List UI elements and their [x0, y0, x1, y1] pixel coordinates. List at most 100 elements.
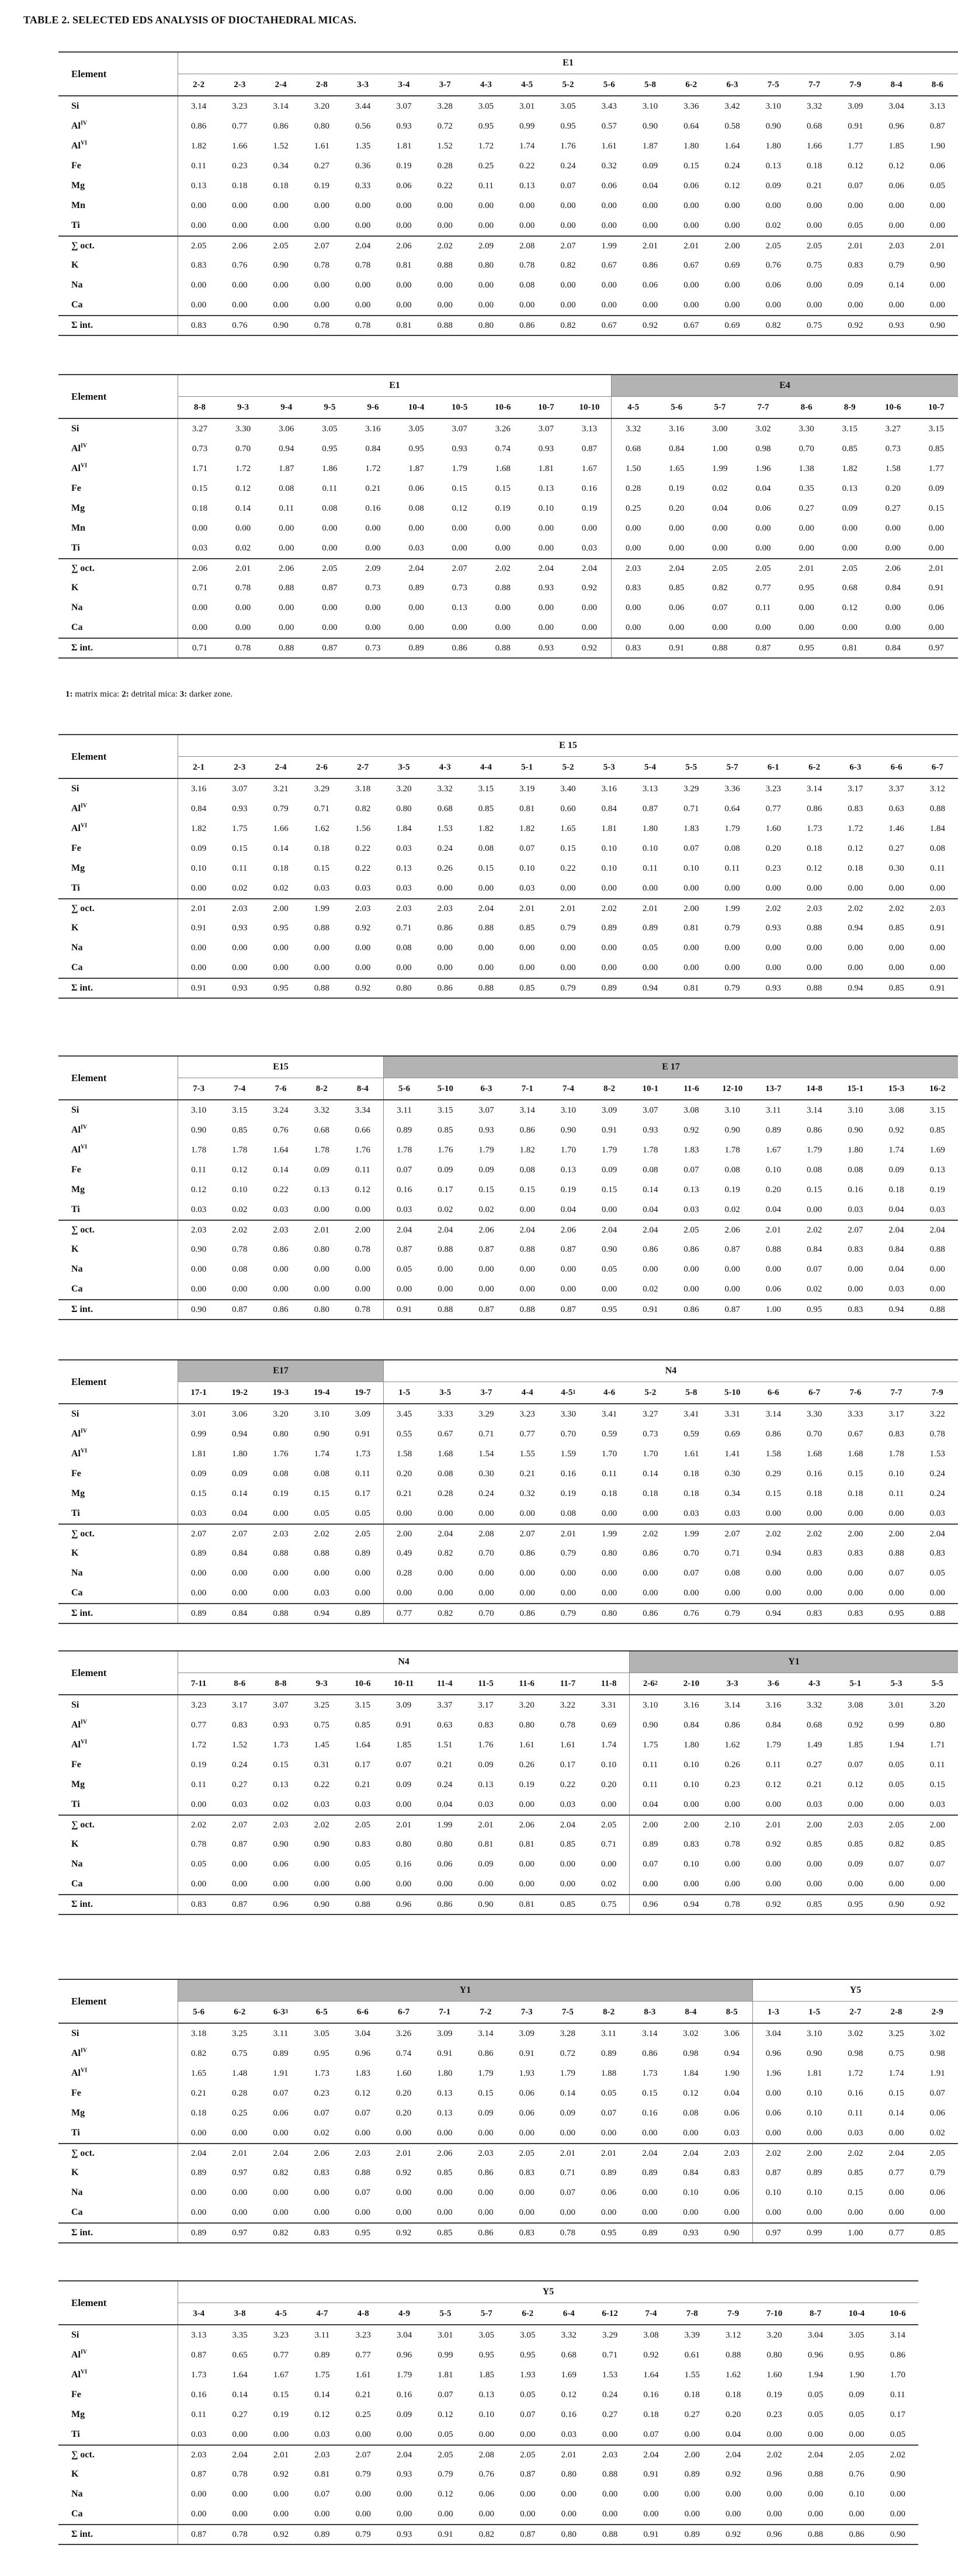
value-cell: 0.04 — [437, 1799, 453, 1809]
value-cell: 0.78 — [235, 583, 251, 593]
value-cell: 0.86 — [478, 2168, 494, 2177]
table-row: Mg 0.18 0.25 0.06 0.07 0.07 0.20 0.13 0.09 0.06 0.… — [58, 2103, 958, 2123]
value-cell: 0.00 — [724, 2207, 740, 2217]
value-cell: 0.10 — [752, 2183, 794, 2203]
value-cell: 3.08 — [848, 1700, 863, 1710]
value-cell: 0.21 — [519, 1469, 535, 1479]
value-cell: 0.03 — [314, 883, 330, 893]
value-cell: 1.66 — [273, 823, 289, 833]
value-cell: 0.94 — [232, 1429, 248, 1439]
value-cell: 0.87 — [322, 583, 338, 593]
value-cell: 3.31 — [724, 1409, 740, 1419]
value-cell: 0.88 — [495, 643, 511, 653]
value-cell: 0.95 — [520, 2350, 536, 2360]
value-cell: 3.41 — [683, 1409, 699, 1419]
value-cell: 2.03 — [478, 2148, 494, 2158]
value-cell: 3.01 — [888, 1700, 904, 1710]
value-cell: 0.79 — [888, 260, 904, 270]
value-cell: 0.83 — [611, 578, 655, 598]
value-cell: 0.17 — [438, 1185, 453, 1194]
value-cell: 0.00 — [232, 1859, 248, 1869]
value-cell: 0.00 — [643, 1588, 658, 1598]
value-cell: 1.78 — [383, 1140, 425, 1160]
value-cell: 0.03 — [724, 2128, 740, 2138]
column-header: 8-5 — [725, 2007, 738, 2017]
value-cell: 0.87 — [520, 2529, 536, 2539]
value-cell: 0.11 — [279, 503, 294, 513]
value-cell: 0.00 — [395, 2128, 412, 2138]
value-cell: 0.93 — [538, 444, 554, 453]
value-cell: 0.05 — [929, 181, 946, 191]
value-cell: 0.14 — [643, 1469, 658, 1479]
value-cell: 0.00 — [765, 1508, 782, 1518]
value-cell: 0.68 — [806, 121, 822, 131]
value-cell: 0.96 — [273, 1899, 289, 1909]
value-cell: 0.03 — [314, 1588, 329, 1598]
value-cell: 0.07 — [683, 1165, 699, 1175]
value-cell: 0.00 — [191, 943, 207, 953]
value-cell: 0.80 — [478, 320, 494, 330]
value-cell: 0.00 — [397, 2429, 412, 2439]
column-header: 11-4 — [436, 1678, 453, 1688]
value-cell: 0.07 — [643, 2429, 659, 2439]
value-cell: 1.87 — [642, 141, 658, 151]
value-cell: 1.81 — [538, 463, 554, 473]
value-cell: 3.05 — [560, 101, 576, 111]
value-cell: 0.00 — [560, 200, 576, 210]
value-cell: 3.04 — [397, 2330, 412, 2340]
value-cell: 0.21 — [365, 483, 381, 493]
column-header: 7-3 — [520, 2007, 533, 2017]
column-header: 7-7 — [808, 79, 821, 89]
value-cell: 0.00 — [611, 598, 655, 618]
value-cell: 0.86 — [643, 1608, 658, 1618]
value-cell: 0.20 — [669, 503, 685, 513]
value-cell: 0.07 — [888, 1859, 904, 1869]
value-cell: 2.02 — [765, 1529, 782, 1539]
value-cell: 0.29 — [765, 1469, 782, 1479]
value-cell: 0.88 — [314, 923, 330, 933]
row-label: Σ int. — [58, 1895, 178, 1914]
value-cell: 0.03 — [683, 1508, 699, 1518]
value-cell: 1.85 — [395, 1740, 412, 1750]
value-cell: 3.14 — [519, 1105, 535, 1115]
value-cell: 1.73 — [191, 2370, 207, 2380]
column-header: 7-9 — [727, 2308, 740, 2318]
value-cell: 0.05 — [848, 220, 863, 230]
value-cell: 0.00 — [765, 1859, 782, 1869]
value-cell: 0.00 — [383, 1279, 425, 1299]
value-cell: 0.00 — [642, 2187, 658, 2197]
value-cell: 0.28 — [383, 1563, 425, 1583]
value-cell: 0.13 — [765, 161, 781, 171]
value-cell: 0.90 — [890, 2469, 905, 2479]
value-cell: 0.00 — [807, 1568, 822, 1578]
value-cell: 0.25 — [232, 2108, 248, 2118]
column-header: 5-7 — [714, 402, 726, 412]
value-cell: 0.00 — [888, 2207, 904, 2217]
value-cell: 0.00 — [806, 962, 822, 972]
value-cell: 0.93 — [888, 320, 904, 330]
value-cell: 0.13 — [396, 863, 412, 873]
value-cell: 1.48 — [232, 2068, 248, 2078]
value-cell: 0.78 — [232, 1244, 248, 1254]
value-cell: 1.79 — [560, 2068, 576, 2078]
value-cell: 0.16 — [383, 1180, 425, 1200]
value-cell: 0.99 — [519, 121, 535, 131]
value-cell: 0.00 — [273, 2429, 289, 2439]
value-cell: 1.55 — [519, 1449, 535, 1459]
value-cell: 3.07 — [538, 424, 554, 434]
value-cell: 0.19 — [314, 181, 330, 191]
value-cell: 1.79 — [478, 1145, 494, 1155]
value-cell: 0.95 — [314, 2048, 329, 2058]
value-cell: 0.03 — [408, 543, 424, 553]
row-label: Na — [58, 2183, 178, 2203]
value-cell: 0.07 — [929, 2088, 945, 2098]
row-label: AlIV — [58, 1424, 178, 1444]
value-cell: 0.89 — [601, 2168, 617, 2177]
column-header: 5-6 — [671, 402, 683, 412]
value-cell: 0.19 — [724, 1185, 740, 1194]
value-cell: 0.00 — [806, 943, 822, 953]
value-cell: 0.70 — [807, 1429, 822, 1439]
value-cell: 0.82 — [438, 1548, 453, 1558]
value-cell: 0.16 — [365, 503, 381, 513]
value-cell: 0.15 — [232, 843, 248, 853]
